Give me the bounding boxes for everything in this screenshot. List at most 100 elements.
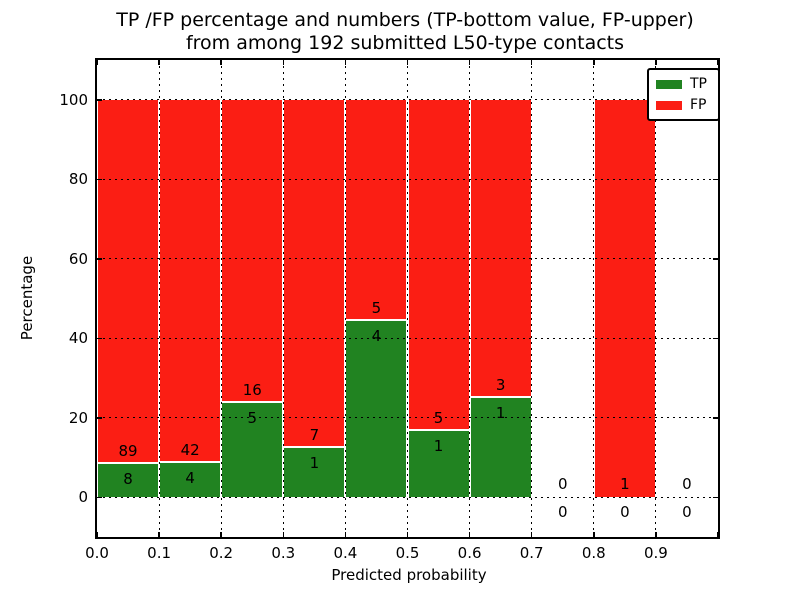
bar-tp-0.6-0.7 xyxy=(470,397,531,498)
label-fp-count-0.7-0.8: 0 xyxy=(557,475,568,494)
chart-title: TP /FP percentage and numbers (TP-bottom… xyxy=(60,9,750,55)
bar-tp-0.1-0.2 xyxy=(160,462,221,498)
chart-title-line1: TP /FP percentage and numbers (TP-bottom… xyxy=(116,9,694,31)
label-fp-count-0.0-0.1: 89 xyxy=(118,442,138,461)
label-tp-count-0.9-1.0: 0 xyxy=(682,503,692,522)
y-tick-mark-left xyxy=(97,99,102,101)
bar-tp-0.2-0.3 xyxy=(222,402,283,498)
x-tick-mark-bottom xyxy=(530,532,533,537)
gridline-x-0.2 xyxy=(220,60,222,537)
y-tick-mark-right xyxy=(713,496,718,498)
label-tp-count-0.7-0.8: 0 xyxy=(557,503,568,522)
bar-tp-0.0-0.1 xyxy=(98,464,159,498)
label-fp-count-0.6-0.7: 3 xyxy=(495,375,506,394)
y-tick-mark-right xyxy=(713,178,718,180)
x-tick-mark-top xyxy=(593,60,595,65)
x-tick-mark-top xyxy=(344,60,347,65)
gridline-y-20 xyxy=(97,417,718,419)
label-fp-count-0.3-0.4: 7 xyxy=(309,425,320,444)
bar-fp-0.3-0.4 xyxy=(284,99,345,446)
x-tick-mark-bottom xyxy=(593,532,595,537)
x-tick-mark-top xyxy=(282,60,285,65)
x-tick-label-0.1: 0.1 xyxy=(147,544,172,562)
legend-label-tp: TP xyxy=(690,76,707,92)
x-tick-label-0.9: 0.9 xyxy=(643,544,668,562)
x-tick-label-0.5: 0.5 xyxy=(395,544,420,562)
x-tick-label-0.7: 0.7 xyxy=(519,544,544,562)
x-tick-mark-top xyxy=(530,60,533,65)
y-tick-mark-right xyxy=(713,417,718,419)
x-tick-mark-top xyxy=(96,60,98,65)
legend-label-fp: FP xyxy=(690,97,707,113)
gridline-y-40 xyxy=(97,337,718,339)
gridline-x-0.5 xyxy=(407,60,408,537)
label-tp-count-0.1-0.2: 4 xyxy=(185,468,195,487)
x-tick-mark-top xyxy=(468,60,471,65)
bar-tp-0.5-0.6 xyxy=(408,431,469,498)
label-fp-count-0.8-0.9: 1 xyxy=(620,475,630,494)
gridline-y-80 xyxy=(97,178,718,180)
label-fp-count-0.1-0.2: 42 xyxy=(180,440,200,459)
y-tick-mark-left xyxy=(97,496,102,498)
tp-swatch-icon xyxy=(656,79,682,89)
gridline-y-60 xyxy=(97,258,718,260)
gridline-x-0.9 xyxy=(655,60,657,537)
gridline-x-0.8 xyxy=(593,60,595,537)
x-tick-mark-bottom xyxy=(158,532,160,537)
chart-title-line2: from among 192 submitted L50-type contac… xyxy=(185,32,625,54)
x-tick-label-0.8: 0.8 xyxy=(581,544,606,562)
label-tp-count-0.2-0.3: 5 xyxy=(247,408,258,427)
x-tick-mark-bottom xyxy=(717,532,719,537)
gridline-x-0.1 xyxy=(158,60,160,537)
y-tick-label-100: 100 xyxy=(59,90,88,109)
fp-swatch-icon xyxy=(656,100,682,110)
bar-fp-0.6-0.7 xyxy=(470,99,531,396)
x-tick-mark-top xyxy=(655,60,657,65)
x-tick-mark-top xyxy=(220,60,222,65)
gridline-x-0.6 xyxy=(469,60,471,537)
y-tick-mark-left xyxy=(97,417,102,419)
label-tp-count-0.0-0.1: 8 xyxy=(123,470,133,489)
bar-fp-0.4-0.5 xyxy=(346,99,407,319)
x-tick-mark-bottom xyxy=(655,532,657,537)
x-axis-label: Predicted probability xyxy=(331,566,487,584)
x-tick-mark-bottom xyxy=(344,532,347,537)
y-tick-label-20: 20 xyxy=(68,408,88,427)
x-tick-mark-bottom xyxy=(220,532,222,537)
x-tick-mark-top xyxy=(717,60,719,65)
x-tick-mark-bottom xyxy=(282,532,285,537)
bar-fp-0.0-0.1 xyxy=(98,99,159,463)
label-tp-count-0.8-0.9: 0 xyxy=(620,503,630,522)
label-tp-count-0.5-0.6: 1 xyxy=(433,437,444,455)
label-fp-count-0.5-0.6: 5 xyxy=(433,409,444,427)
bar-tp-0.4-0.5 xyxy=(346,320,407,498)
x-tick-mark-bottom xyxy=(468,532,471,537)
bar-fp-0.1-0.2 xyxy=(160,99,221,461)
gridline-x-0.3 xyxy=(282,60,284,537)
label-tp-count-0.3-0.4: 1 xyxy=(309,453,320,472)
x-tick-mark-bottom xyxy=(406,532,409,537)
gridline-y-100 xyxy=(97,99,718,101)
gridline-x-0.4 xyxy=(344,60,346,537)
x-tick-label-0.0: 0.0 xyxy=(85,544,109,562)
y-tick-mark-left xyxy=(97,258,102,260)
y-tick-label-60: 60 xyxy=(68,249,88,268)
bar-fp-0.2-0.3 xyxy=(222,99,283,401)
label-tp-count-0.6-0.7: 1 xyxy=(495,403,506,422)
y-tick-label-40: 40 xyxy=(68,329,88,348)
x-tick-mark-top xyxy=(158,60,160,65)
y-tick-mark-left xyxy=(97,178,102,180)
x-tick-label-0.2: 0.2 xyxy=(209,544,234,562)
y-tick-mark-left xyxy=(97,337,102,339)
bar-tp-0.3-0.4 xyxy=(284,447,345,498)
x-tick-mark-bottom xyxy=(96,532,98,537)
legend: TP FP xyxy=(647,68,720,121)
label-fp-count-0.9-1.0: 0 xyxy=(682,475,692,494)
plot-area: 89 8 42 4 16 5 7 1 5 4 5 1 3 1 0 0 1 0 0 0 xyxy=(95,58,720,539)
x-tick-label-0.6: 0.6 xyxy=(457,544,482,562)
x-tick-mark-top xyxy=(406,60,409,65)
y-tick-mark-right xyxy=(713,258,718,260)
y-axis-label: Percentage xyxy=(18,255,36,341)
y-tick-label-0: 0 xyxy=(78,488,88,507)
